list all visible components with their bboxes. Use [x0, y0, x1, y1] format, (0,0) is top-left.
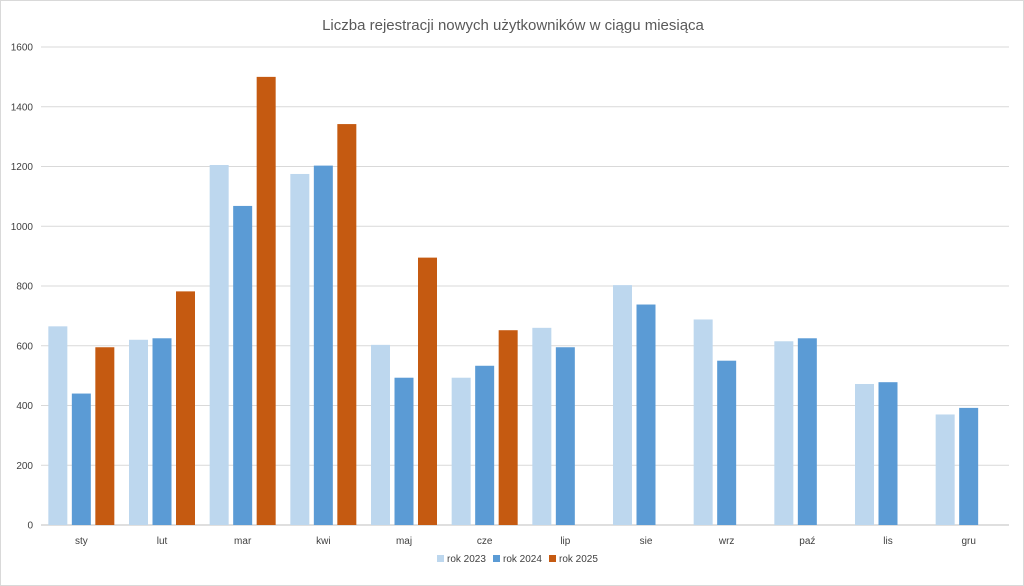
- y-tick-label: 800: [16, 282, 33, 293]
- bar-rok-2024-lut: [152, 338, 172, 525]
- bar-rok-2024-maj: [394, 377, 414, 525]
- bar-rok-2023-mar: [209, 165, 229, 525]
- bar-rok-2023-sty: [48, 326, 68, 525]
- bar-rok-2024-paź: [797, 338, 817, 525]
- legend-swatch: [549, 555, 556, 562]
- bar-rok-2023-kwi: [290, 173, 310, 525]
- bar-rok-2024-kwi: [313, 165, 333, 525]
- legend-label: rok 2025: [559, 554, 598, 565]
- bar-rok-2024-cze: [475, 365, 495, 525]
- bar-rok-2025-maj: [418, 257, 437, 525]
- bar-rok-2023-cze: [451, 377, 471, 525]
- y-tick-label: 1400: [11, 102, 34, 113]
- y-tick-label: 600: [16, 341, 33, 352]
- bar-rok-2024-lis: [878, 382, 898, 525]
- y-tick-label: 1000: [11, 222, 34, 233]
- bar-rok-2025-kwi: [337, 124, 357, 525]
- bars: [48, 76, 979, 525]
- bar-rok-2023-lis: [855, 383, 874, 525]
- x-axis-ticks: sty lut mar kwi maj cze lip sie wrz paź lis gru: [75, 536, 976, 547]
- bar-rok-2023-lip: [532, 327, 552, 525]
- bar-rok-2023-maj: [371, 344, 390, 525]
- y-tick-label: 1200: [11, 162, 34, 173]
- bar-rok-2023-paź: [774, 341, 794, 525]
- x-tick-label: sty: [75, 536, 88, 547]
- y-tick-label: 1600: [11, 43, 34, 54]
- legend-swatch: [493, 555, 500, 562]
- bar-rok-2023-wrz: [693, 319, 713, 525]
- bar-rok-2025-lut: [176, 291, 195, 525]
- gridlines: [41, 46, 1009, 526]
- x-tick-label: wrz: [718, 536, 735, 547]
- bar-rok-2025-cze: [498, 330, 518, 525]
- bar-rok-2023-lut: [129, 339, 148, 525]
- bar-rok-2024-lip: [555, 347, 575, 525]
- x-tick-label: maj: [396, 536, 412, 547]
- y-axis-ticks: 0 200 400 600 800 1000 1200 1400 1600: [11, 43, 34, 532]
- x-tick-label: cze: [477, 536, 493, 547]
- x-tick-label: gru: [961, 536, 975, 547]
- bar-rok-2023-sie: [613, 285, 632, 525]
- x-tick-label: lut: [157, 536, 168, 547]
- y-tick-label: 200: [16, 461, 33, 472]
- bar-rok-2025-mar: [256, 76, 276, 525]
- bar-rok-2024-mar: [233, 205, 253, 525]
- chart-title: Liczba rejestracji nowych użytkowników w…: [322, 17, 704, 34]
- bar-rok-2024-gru: [959, 407, 979, 525]
- legend-swatch: [437, 555, 444, 562]
- legend-label: rok 2024: [503, 554, 542, 565]
- legend-label: rok 2023: [447, 554, 486, 565]
- bar-rok-2025-sty: [95, 347, 115, 525]
- x-tick-label: lis: [883, 536, 892, 547]
- bar-rok-2024-sie: [636, 304, 656, 525]
- bar-rok-2024-wrz: [717, 360, 737, 525]
- bar-rok-2024-sty: [71, 393, 91, 525]
- y-tick-label: 0: [27, 521, 33, 532]
- x-tick-label: paź: [799, 536, 815, 547]
- x-tick-label: lip: [560, 536, 570, 547]
- x-tick-label: kwi: [316, 536, 330, 547]
- y-tick-label: 400: [16, 401, 33, 412]
- legend: rok 2023 rok 2024 rok 2025: [437, 554, 598, 565]
- x-tick-label: sie: [640, 536, 653, 547]
- x-tick-label: mar: [234, 536, 252, 547]
- bar-rok-2023-gru: [935, 414, 955, 525]
